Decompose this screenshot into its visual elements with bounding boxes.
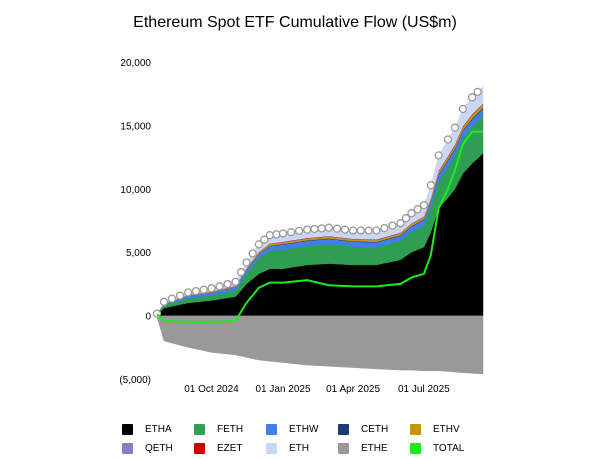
top-edge-marker bbox=[207, 284, 216, 293]
legend-label: EZET bbox=[217, 443, 243, 454]
top-edge-marker bbox=[388, 221, 397, 230]
top-edge-marker bbox=[294, 226, 304, 236]
top-edge-marker bbox=[332, 224, 342, 233]
x-tick-label: 01 Jul 2025 bbox=[398, 384, 450, 395]
legend-item-etha: ETHA bbox=[122, 424, 194, 435]
y-tick-label: 10,000 bbox=[120, 185, 151, 196]
top-edge-marker bbox=[426, 181, 436, 190]
legend-row: QETH EZET ETH ETHE TOTAL bbox=[122, 439, 482, 458]
top-edge-marker bbox=[175, 291, 185, 300]
top-edge-marker bbox=[413, 205, 422, 214]
top-edge-marker bbox=[254, 240, 264, 249]
top-edge-marker bbox=[419, 200, 429, 210]
legend-label: FETH bbox=[217, 424, 244, 435]
top-edge-marker bbox=[473, 87, 482, 97]
top-edge-marker bbox=[223, 279, 232, 289]
top-edge-marker bbox=[265, 231, 274, 240]
y-tick-label: 15,000 bbox=[120, 121, 151, 132]
legend-item-ezet: EZET bbox=[194, 443, 266, 454]
top-edge-marker bbox=[278, 229, 288, 238]
area-ethe bbox=[156, 315, 484, 375]
legend-swatch bbox=[338, 424, 349, 435]
x-tick-label: 01 Oct 2024 bbox=[184, 384, 239, 395]
legend-item-ceth: CETH bbox=[338, 424, 410, 435]
y-tick-label: (5,000) bbox=[119, 375, 151, 386]
legend-swatch bbox=[266, 443, 277, 454]
area-layers bbox=[156, 85, 484, 375]
legend-item-qeth: QETH bbox=[122, 443, 194, 454]
top-edge-marker bbox=[260, 235, 269, 244]
legend-item-ethv: ETHV bbox=[410, 424, 482, 435]
x-tick-label: 01 Apr 2025 bbox=[326, 384, 380, 395]
legend-label: CETH bbox=[361, 424, 389, 435]
legend-swatch bbox=[122, 443, 133, 454]
top-edge-marker bbox=[159, 297, 169, 306]
top-edge-marker bbox=[340, 225, 350, 234]
top-edge-marker bbox=[317, 224, 326, 233]
legend-label: ETHA bbox=[145, 424, 172, 435]
top-edge-marker bbox=[372, 226, 381, 235]
y-axis-ticks: (5,000) 0 5,000 10,000 15,000 20,000 bbox=[119, 58, 151, 386]
legend: ETHA FETH ETHW CETH ETHV QETH EZET ETH ETHE TOTAL bbox=[122, 420, 482, 458]
legend-item-ethe: ETHE bbox=[338, 443, 410, 454]
x-axis-ticks: 01 Oct 2024 01 Jan 2025 01 Apr 2025 01 Jul … bbox=[184, 384, 450, 395]
top-edge-marker bbox=[401, 214, 411, 223]
top-edge-marker bbox=[215, 282, 224, 291]
top-edge-marker bbox=[286, 228, 296, 237]
x-tick-label: 01 Jan 2025 bbox=[256, 384, 311, 395]
top-edge-marker bbox=[303, 225, 312, 234]
legend-swatch bbox=[266, 424, 277, 435]
top-edge-marker bbox=[272, 230, 281, 239]
legend-swatch bbox=[122, 424, 133, 435]
top-edge-marker bbox=[467, 93, 477, 102]
chart-title: Ethereum Spot ETF Cumulative Flow (US$m) bbox=[133, 14, 457, 31]
legend-label: TOTAL bbox=[433, 443, 465, 454]
top-edge-marker bbox=[231, 277, 240, 287]
top-edge-marker bbox=[348, 226, 358, 235]
top-edge-marker bbox=[242, 258, 251, 267]
legend-item-feth: FETH bbox=[194, 424, 266, 435]
top-edge-marker bbox=[356, 226, 365, 235]
legend-item-total: TOTAL bbox=[410, 443, 482, 454]
top-edge-marker bbox=[407, 209, 416, 218]
top-edge-marker bbox=[310, 224, 319, 234]
top-edge-marker bbox=[248, 249, 257, 258]
top-edge-marker bbox=[380, 223, 389, 233]
legend-swatch bbox=[410, 443, 421, 454]
legend-label: ETH bbox=[289, 443, 309, 454]
y-tick-label: 0 bbox=[145, 312, 151, 323]
total-series-line bbox=[156, 130, 483, 323]
y-tick-label: 5,000 bbox=[126, 248, 151, 259]
top-edge-markers bbox=[152, 87, 482, 318]
chart-plot: (5,000) 0 5,000 10,000 15,000 20,000 01 Oct 2… bbox=[119, 58, 484, 395]
legend-swatch bbox=[194, 424, 205, 435]
top-edge-marker bbox=[324, 223, 334, 232]
legend-label: ETHW bbox=[289, 424, 319, 435]
legend-swatch bbox=[338, 443, 349, 454]
legend-label: QETH bbox=[145, 443, 173, 454]
y-tick-label: 20,000 bbox=[120, 58, 151, 69]
legend-label: ETHE bbox=[361, 443, 388, 454]
top-edge-marker bbox=[191, 286, 201, 296]
top-edge-marker bbox=[450, 123, 460, 132]
top-edge-marker bbox=[396, 219, 405, 228]
legend-row: ETHA FETH ETHW CETH ETHV bbox=[122, 420, 482, 439]
top-edge-marker bbox=[199, 285, 208, 294]
legend-swatch bbox=[410, 424, 421, 435]
top-edge-marker bbox=[443, 135, 453, 144]
legend-label: ETHV bbox=[433, 424, 460, 435]
legend-item-eth: ETH bbox=[266, 443, 338, 454]
top-edge-marker bbox=[183, 288, 193, 297]
legend-swatch bbox=[194, 443, 205, 454]
top-edge-marker bbox=[167, 294, 177, 303]
top-edge-marker bbox=[434, 151, 443, 160]
top-edge-marker bbox=[364, 226, 373, 235]
top-edge-marker bbox=[236, 268, 246, 277]
legend-item-ethw: ETHW bbox=[266, 424, 338, 435]
top-edge-marker bbox=[458, 104, 467, 114]
